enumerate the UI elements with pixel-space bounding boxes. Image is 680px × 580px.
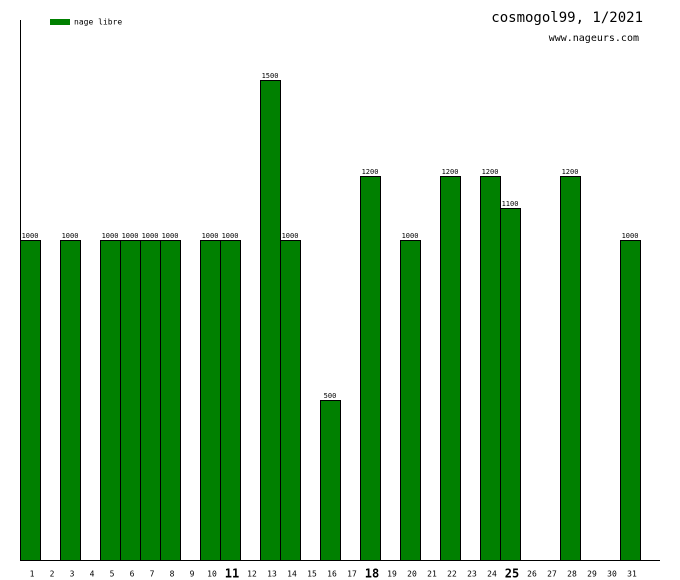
- legend-label: nage libre: [74, 18, 122, 27]
- bar: [60, 240, 81, 561]
- bar: [200, 240, 221, 561]
- bar: [120, 240, 141, 561]
- bar: [620, 240, 641, 561]
- value-label: 1200: [562, 168, 579, 176]
- x-tick-label: 23: [467, 570, 477, 579]
- value-label: 1500: [262, 72, 279, 80]
- x-tick-label: 18: [365, 567, 379, 580]
- value-label: 1000: [162, 232, 179, 240]
- value-label: 1200: [482, 168, 499, 176]
- bar: [160, 240, 181, 561]
- x-tick-label: 17: [347, 570, 357, 579]
- x-tick-label: 4: [90, 570, 95, 579]
- x-tick-label: 12: [247, 570, 257, 579]
- value-label: 1000: [622, 232, 639, 240]
- x-tick-label: 26: [527, 570, 537, 579]
- x-tick-label: 3: [70, 570, 75, 579]
- bar: [140, 240, 161, 561]
- x-tick-label: 22: [447, 570, 457, 579]
- x-tick-label: 8: [170, 570, 175, 579]
- bar: [400, 240, 421, 561]
- value-label: 1100: [502, 200, 519, 208]
- value-label: 1200: [362, 168, 379, 176]
- x-tick-label: 30: [607, 570, 617, 579]
- chart-title: cosmogol99, 1/2021: [491, 10, 643, 26]
- x-tick-label: 5: [110, 570, 115, 579]
- x-tick-label: 20: [407, 570, 417, 579]
- x-tick-label: 28: [567, 570, 577, 579]
- value-label: 1000: [62, 232, 79, 240]
- bar: [220, 240, 241, 561]
- x-tick-label: 13: [267, 570, 277, 579]
- bar: [320, 400, 341, 561]
- x-tick-label: 11: [225, 567, 239, 580]
- bar: [260, 80, 281, 561]
- x-tick-label: 16: [327, 570, 337, 579]
- value-label: 1000: [142, 232, 159, 240]
- x-tick-label: 31: [627, 570, 637, 579]
- bar: [360, 176, 381, 561]
- x-tick-label: 24: [487, 570, 497, 579]
- bar: [560, 176, 581, 561]
- x-tick-label: 2: [50, 570, 55, 579]
- value-label: 500: [324, 392, 337, 400]
- x-tick-label: 27: [547, 570, 557, 579]
- value-label: 1000: [402, 232, 419, 240]
- x-tick-label: 19: [387, 570, 397, 579]
- value-label: 1000: [22, 232, 39, 240]
- value-label: 1000: [202, 232, 219, 240]
- x-tick-label: 15: [307, 570, 317, 579]
- x-tick-label: 25: [505, 567, 519, 580]
- value-label: 1200: [442, 168, 459, 176]
- bar: [20, 240, 41, 561]
- x-tick-label: 10: [207, 570, 217, 579]
- value-label: 1000: [102, 232, 119, 240]
- x-tick-label: 9: [190, 570, 195, 579]
- x-tick-label: 29: [587, 570, 597, 579]
- x-tick-label: 1: [30, 570, 35, 579]
- x-tick-label: 14: [287, 570, 297, 579]
- legend-swatch: [50, 19, 70, 25]
- x-tick-label: 21: [427, 570, 437, 579]
- x-tick-label: 7: [150, 570, 155, 579]
- value-label: 1000: [122, 232, 139, 240]
- bar: [100, 240, 121, 561]
- bar: [480, 176, 501, 561]
- x-tick-label: 6: [130, 570, 135, 579]
- bar: [440, 176, 461, 561]
- value-label: 1000: [282, 232, 299, 240]
- bar: [280, 240, 301, 561]
- chart-subtitle: www.nageurs.com: [549, 33, 639, 44]
- bar: [500, 208, 521, 561]
- value-label: 1000: [222, 232, 239, 240]
